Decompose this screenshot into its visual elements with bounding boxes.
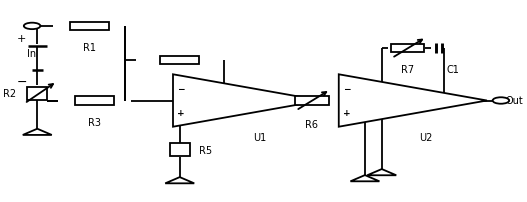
Text: +: +: [177, 108, 184, 117]
Polygon shape: [23, 129, 52, 135]
Text: C1: C1: [447, 65, 460, 75]
Text: U2: U2: [419, 132, 433, 142]
FancyBboxPatch shape: [70, 23, 109, 31]
Text: R5: R5: [199, 145, 212, 155]
Text: R4: R4: [173, 77, 186, 87]
Text: R6: R6: [305, 119, 318, 129]
FancyBboxPatch shape: [160, 57, 199, 65]
Polygon shape: [367, 169, 396, 175]
Text: R3: R3: [88, 117, 101, 127]
Text: R7: R7: [401, 65, 414, 75]
Polygon shape: [165, 177, 194, 183]
Text: −: −: [16, 76, 27, 88]
FancyBboxPatch shape: [391, 45, 424, 53]
FancyBboxPatch shape: [27, 87, 47, 101]
FancyBboxPatch shape: [295, 97, 329, 105]
Text: In: In: [26, 49, 36, 59]
Text: U1: U1: [253, 132, 267, 142]
Text: +: +: [17, 34, 26, 44]
Circle shape: [24, 24, 41, 30]
Text: −: −: [343, 85, 350, 94]
Text: Out: Out: [505, 96, 523, 106]
Circle shape: [493, 98, 509, 104]
Polygon shape: [350, 175, 379, 181]
FancyBboxPatch shape: [75, 97, 114, 105]
Text: R1: R1: [83, 43, 95, 53]
Text: +: +: [343, 108, 350, 117]
Polygon shape: [339, 75, 487, 127]
Polygon shape: [173, 75, 321, 127]
FancyBboxPatch shape: [170, 144, 190, 157]
Text: R2: R2: [4, 89, 16, 99]
Text: −: −: [177, 85, 184, 94]
